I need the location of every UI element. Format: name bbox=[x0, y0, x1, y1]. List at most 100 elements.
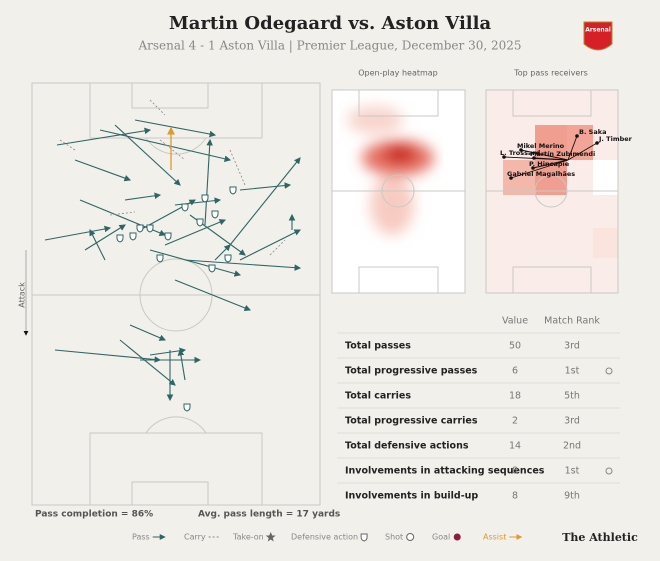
column-header: Match Rank bbox=[544, 316, 600, 327]
row-rank: 5th bbox=[564, 391, 580, 402]
pass bbox=[99, 129, 232, 162]
legend-def bbox=[360, 533, 368, 542]
defensive-action bbox=[156, 254, 164, 263]
pass bbox=[229, 157, 301, 246]
brand: The Athletic bbox=[562, 531, 638, 544]
carry bbox=[159, 139, 186, 161]
pass bbox=[74, 159, 132, 182]
legend: Pass Carry Take-on Defensive action Shot Goal… bbox=[132, 532, 523, 542]
row-value: 18 bbox=[509, 391, 521, 402]
carry bbox=[229, 149, 246, 186]
pass bbox=[54, 349, 162, 363]
defensive-action bbox=[181, 203, 189, 212]
receiver-dot bbox=[502, 155, 506, 159]
row-label: Total carries bbox=[345, 391, 411, 402]
legend-label: Carry bbox=[184, 533, 206, 542]
row-label: Total passes bbox=[345, 341, 411, 352]
heatmap bbox=[331, 89, 466, 294]
defensive-action bbox=[211, 210, 219, 219]
row-label: Involvements in attacking sequences bbox=[345, 466, 545, 477]
row-value: 8 bbox=[512, 466, 518, 477]
legend-label: Goal bbox=[432, 533, 450, 542]
defensive-action bbox=[116, 234, 124, 243]
row-value: 6 bbox=[512, 366, 518, 377]
legend-label: Assist bbox=[483, 533, 506, 542]
legend-label: Take-on bbox=[232, 533, 264, 542]
pass bbox=[84, 224, 126, 251]
carry bbox=[269, 239, 286, 256]
pass bbox=[177, 348, 186, 381]
medal bbox=[605, 467, 613, 475]
row-value: 8 bbox=[512, 491, 518, 502]
subtitle: Arsenal 4 - 1 Aston Villa | Premier Leag… bbox=[137, 39, 521, 53]
legend-label: Pass bbox=[132, 533, 150, 542]
pass bbox=[44, 225, 112, 241]
heatmap-title: Open-play heatmap bbox=[358, 69, 438, 78]
stats-table: Value Match Rank Total passes 50 3rd Total pr… bbox=[337, 316, 620, 502]
pass bbox=[129, 324, 167, 341]
defensive-action bbox=[164, 232, 172, 241]
receiver-name: J. Timber bbox=[598, 135, 633, 143]
defensive-action bbox=[229, 186, 237, 195]
pass-arrows bbox=[44, 99, 302, 412]
pass bbox=[149, 249, 242, 277]
pitch bbox=[31, 82, 321, 506]
row-value: 14 bbox=[509, 441, 521, 452]
pass bbox=[56, 127, 152, 146]
column-header: Value bbox=[502, 316, 528, 327]
row-value: 2 bbox=[512, 416, 518, 427]
receiver-link bbox=[520, 149, 569, 161]
defensive-action bbox=[146, 224, 154, 233]
row-value: 50 bbox=[509, 341, 521, 352]
carry bbox=[59, 139, 76, 151]
defensive-action bbox=[136, 224, 144, 233]
pass bbox=[119, 339, 176, 386]
avg-pass-length: Avg. pass length = 17 yards bbox=[198, 510, 340, 520]
pass bbox=[89, 229, 106, 261]
receiver-dot bbox=[509, 176, 513, 180]
carry bbox=[149, 99, 166, 116]
row-label: Total progressive passes bbox=[345, 366, 478, 377]
pass-completion: Pass completion = 86% bbox=[35, 510, 153, 520]
receiver-link bbox=[510, 159, 569, 179]
legend-goal bbox=[453, 533, 461, 541]
defensive-action bbox=[129, 232, 137, 241]
receiver-dot bbox=[595, 141, 599, 145]
receiver-name: L. Trossard bbox=[500, 149, 541, 157]
receiver-name: Gabriel Magalhães bbox=[507, 170, 575, 178]
row-rank: 2nd bbox=[563, 441, 581, 452]
defensive-action bbox=[201, 194, 209, 203]
defensive-action bbox=[208, 264, 216, 273]
row-rank: 1st bbox=[565, 466, 580, 477]
receiver-dot bbox=[531, 166, 535, 170]
defensive-action bbox=[183, 403, 191, 412]
legend-shot bbox=[406, 533, 415, 541]
title: Martin Odegaard vs. Aston Villa bbox=[169, 13, 492, 34]
legend-label: Defensive action bbox=[291, 533, 358, 542]
receiver-link bbox=[567, 142, 598, 161]
pass bbox=[184, 259, 302, 271]
pass bbox=[124, 192, 162, 201]
row-label: Total defensive actions bbox=[345, 441, 469, 452]
attack-label: Attack bbox=[18, 282, 27, 308]
receiver-name: B. Saka bbox=[579, 128, 606, 136]
receiver-link bbox=[532, 159, 569, 169]
carry bbox=[109, 211, 136, 216]
receiver-name: Martín Zubimendi bbox=[530, 150, 595, 158]
pass bbox=[164, 219, 227, 246]
medal bbox=[605, 367, 613, 375]
receiver-dot bbox=[532, 156, 536, 160]
receivers-title: Top pass receivers bbox=[513, 69, 588, 78]
pass bbox=[134, 119, 217, 138]
receiver-dot bbox=[519, 148, 523, 152]
badge: Arsenal bbox=[583, 21, 613, 51]
defensive-action bbox=[224, 254, 232, 263]
row-rank: 9th bbox=[564, 491, 580, 502]
receiver-dot bbox=[575, 134, 579, 138]
pass bbox=[214, 244, 231, 261]
legend-label: Shot bbox=[385, 533, 403, 542]
legend-takeon bbox=[265, 532, 276, 542]
row-rank: 3rd bbox=[564, 341, 580, 352]
